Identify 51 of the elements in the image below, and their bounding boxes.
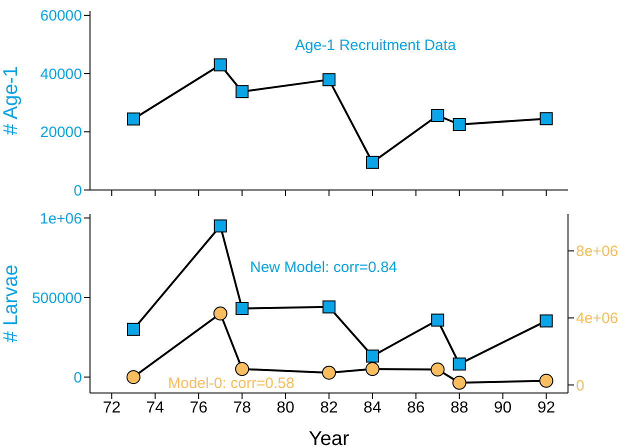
point (322, 366, 336, 380)
x-axis-title: Year (308, 428, 350, 447)
point (236, 302, 249, 316)
point (214, 58, 227, 72)
point (322, 300, 336, 314)
point (366, 156, 379, 169)
point (365, 362, 380, 376)
point (431, 108, 444, 122)
point (214, 219, 227, 232)
y-tick-label: 1e+06 (40, 210, 82, 228)
point (236, 85, 249, 98)
point (431, 314, 444, 327)
point (540, 314, 553, 328)
x-tick-label: 86 (407, 399, 425, 416)
point (452, 358, 466, 371)
x-tick-label: 74 (146, 399, 164, 416)
point (126, 112, 140, 126)
x-tick-label: 80 (276, 399, 295, 416)
x-tick-label: 84 (364, 399, 382, 416)
y-tick-label: 20000 (40, 124, 82, 142)
x-tick-label: 76 (190, 399, 208, 416)
point (452, 376, 466, 390)
point (322, 73, 336, 86)
x-tick-label: 88 (450, 399, 468, 416)
y2-tick-label: 0 (576, 377, 584, 394)
y2-tick-label: 4e+06 (576, 310, 618, 328)
point (126, 370, 140, 384)
point (540, 112, 553, 126)
y2-tick-label: 8e+06 (576, 243, 618, 260)
x-tick-label: 90 (494, 399, 512, 416)
annotation: Age-1 Recruitment Data (295, 37, 456, 54)
y-tick-label: 0 (74, 369, 82, 386)
y-tick-label: 0 (74, 182, 82, 200)
x-tick-label: 82 (320, 399, 338, 416)
point (213, 306, 228, 321)
point (366, 350, 379, 363)
y-tick-label: 60000 (40, 8, 82, 25)
x-tick-label: 72 (102, 399, 121, 416)
point (126, 322, 140, 336)
y-tick-label: 40000 (40, 66, 82, 83)
x-tick-label: 78 (233, 399, 252, 416)
series-label: New Model: corr=0.84 (250, 259, 398, 276)
point (539, 374, 554, 388)
x-tick-label: 92 (537, 399, 556, 416)
point (430, 362, 445, 377)
point (235, 362, 250, 376)
y-axis-title: # Age-1 (0, 66, 22, 135)
y-axis-title: # Larvae (0, 264, 22, 342)
point (452, 118, 466, 132)
y-tick-label: 500000 (32, 290, 82, 307)
series-label: Model-0: corr=0.58 (168, 375, 294, 392)
